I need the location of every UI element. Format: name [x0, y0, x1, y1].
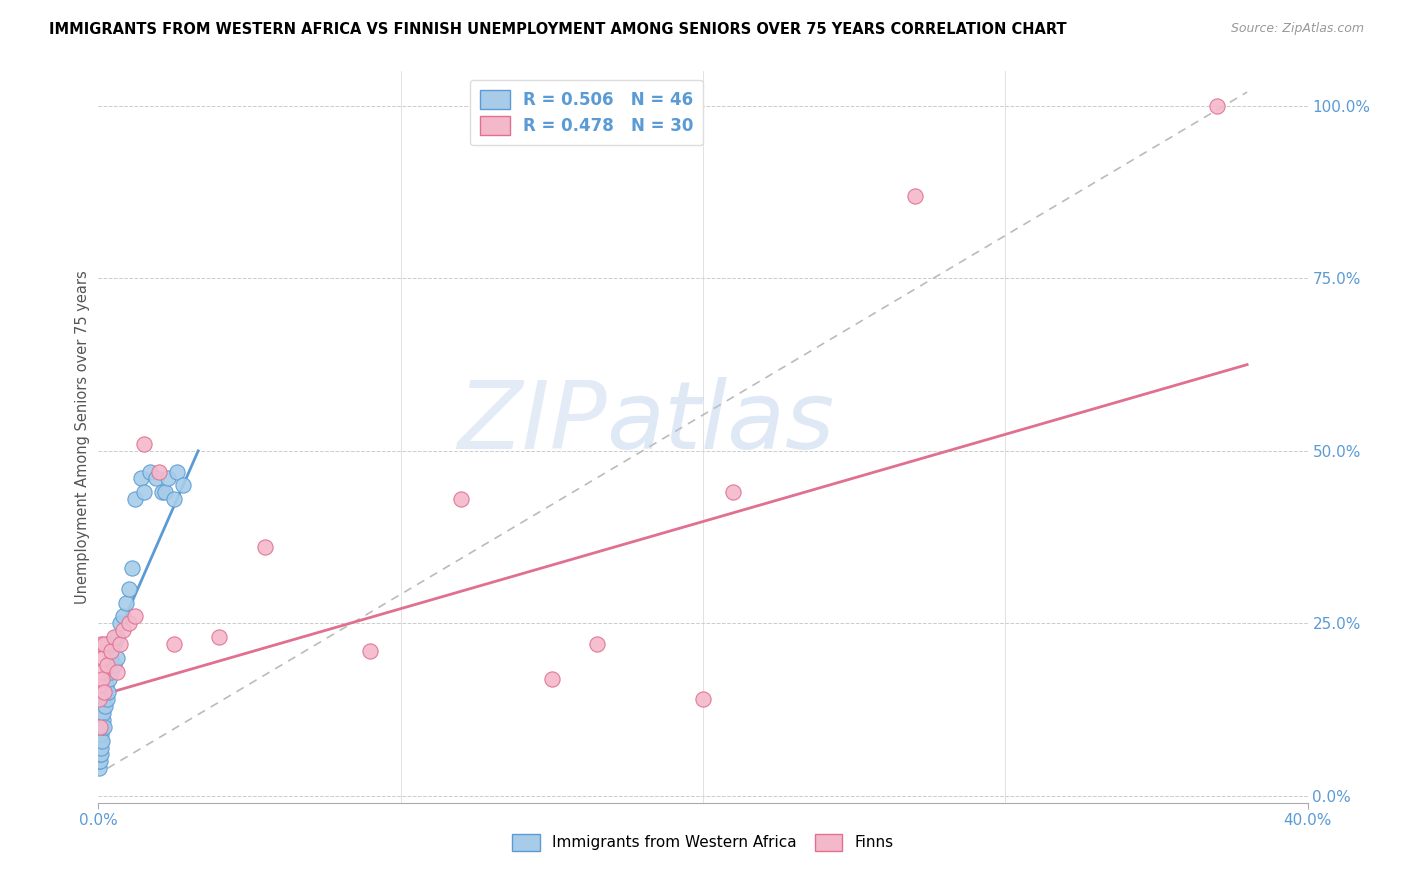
Point [93, 685, 115, 699]
Point [153, 485, 176, 500]
Point [132, 485, 155, 500]
Point [94, 678, 117, 692]
Point [96, 657, 118, 672]
Point [93, 637, 115, 651]
Point [904, 188, 927, 202]
Point [89, 720, 111, 734]
Text: IMMIGRANTS FROM WESTERN AFRICA VS FINNISH UNEMPLOYMENT AMONG SENIORS OVER 75 YEA: IMMIGRANTS FROM WESTERN AFRICA VS FINNIS… [49, 22, 1067, 37]
Point [105, 630, 128, 644]
Point [111, 624, 134, 638]
Point [93, 692, 115, 706]
Point [148, 465, 170, 479]
Point [93, 685, 115, 699]
Point [100, 651, 122, 665]
Point [100, 665, 122, 679]
Point [105, 665, 128, 679]
Point [87, 761, 110, 775]
Point [156, 471, 179, 485]
Point [208, 630, 231, 644]
Point [163, 637, 186, 651]
Point [450, 492, 472, 507]
Point [723, 485, 745, 500]
Point [124, 609, 146, 624]
Point [91, 733, 114, 747]
Point [163, 492, 186, 507]
Point [540, 672, 562, 686]
Point [103, 630, 125, 644]
Point [91, 672, 114, 686]
Point [94, 699, 117, 714]
Point [121, 561, 143, 575]
Point [90, 747, 112, 762]
Point [129, 471, 152, 485]
Point [87, 692, 110, 706]
Point [100, 644, 122, 658]
Point [91, 713, 114, 727]
Point [145, 471, 167, 485]
Point [111, 609, 134, 624]
Point [97, 685, 120, 699]
Point [108, 637, 131, 651]
Point [360, 644, 382, 658]
Point [90, 706, 112, 720]
Point [172, 478, 194, 492]
Point [114, 596, 136, 610]
Text: Source: ZipAtlas.com: Source: ZipAtlas.com [1230, 22, 1364, 36]
Point [150, 485, 173, 500]
Point [124, 492, 146, 507]
Point [166, 465, 188, 479]
Point [90, 727, 112, 741]
Text: ZIP: ZIP [457, 377, 606, 468]
Point [89, 755, 111, 769]
Point [253, 541, 276, 555]
Point [103, 657, 125, 672]
Point [89, 755, 111, 769]
Point [91, 699, 114, 714]
Point [90, 733, 112, 747]
Point [1206, 99, 1229, 113]
Point [132, 437, 155, 451]
Point [96, 692, 118, 706]
Point [98, 672, 121, 686]
Point [118, 616, 141, 631]
Point [90, 665, 112, 679]
Point [91, 651, 114, 665]
Point [90, 637, 112, 651]
Point [89, 747, 111, 762]
Point [89, 678, 111, 692]
Point [692, 692, 714, 706]
Point [90, 740, 112, 755]
Point [139, 465, 162, 479]
Point [91, 706, 114, 720]
Point [93, 720, 115, 734]
Point [586, 637, 609, 651]
Text: atlas: atlas [606, 377, 835, 468]
Point [103, 637, 125, 651]
Point [91, 720, 114, 734]
Point [118, 582, 141, 596]
Point [108, 616, 131, 631]
Y-axis label: Unemployment Among Seniors over 75 years: Unemployment Among Seniors over 75 years [75, 270, 90, 604]
Point [96, 637, 118, 651]
Point [105, 651, 128, 665]
Legend: Immigrants from Western Africa, Finns: Immigrants from Western Africa, Finns [506, 828, 900, 857]
Point [89, 740, 111, 755]
